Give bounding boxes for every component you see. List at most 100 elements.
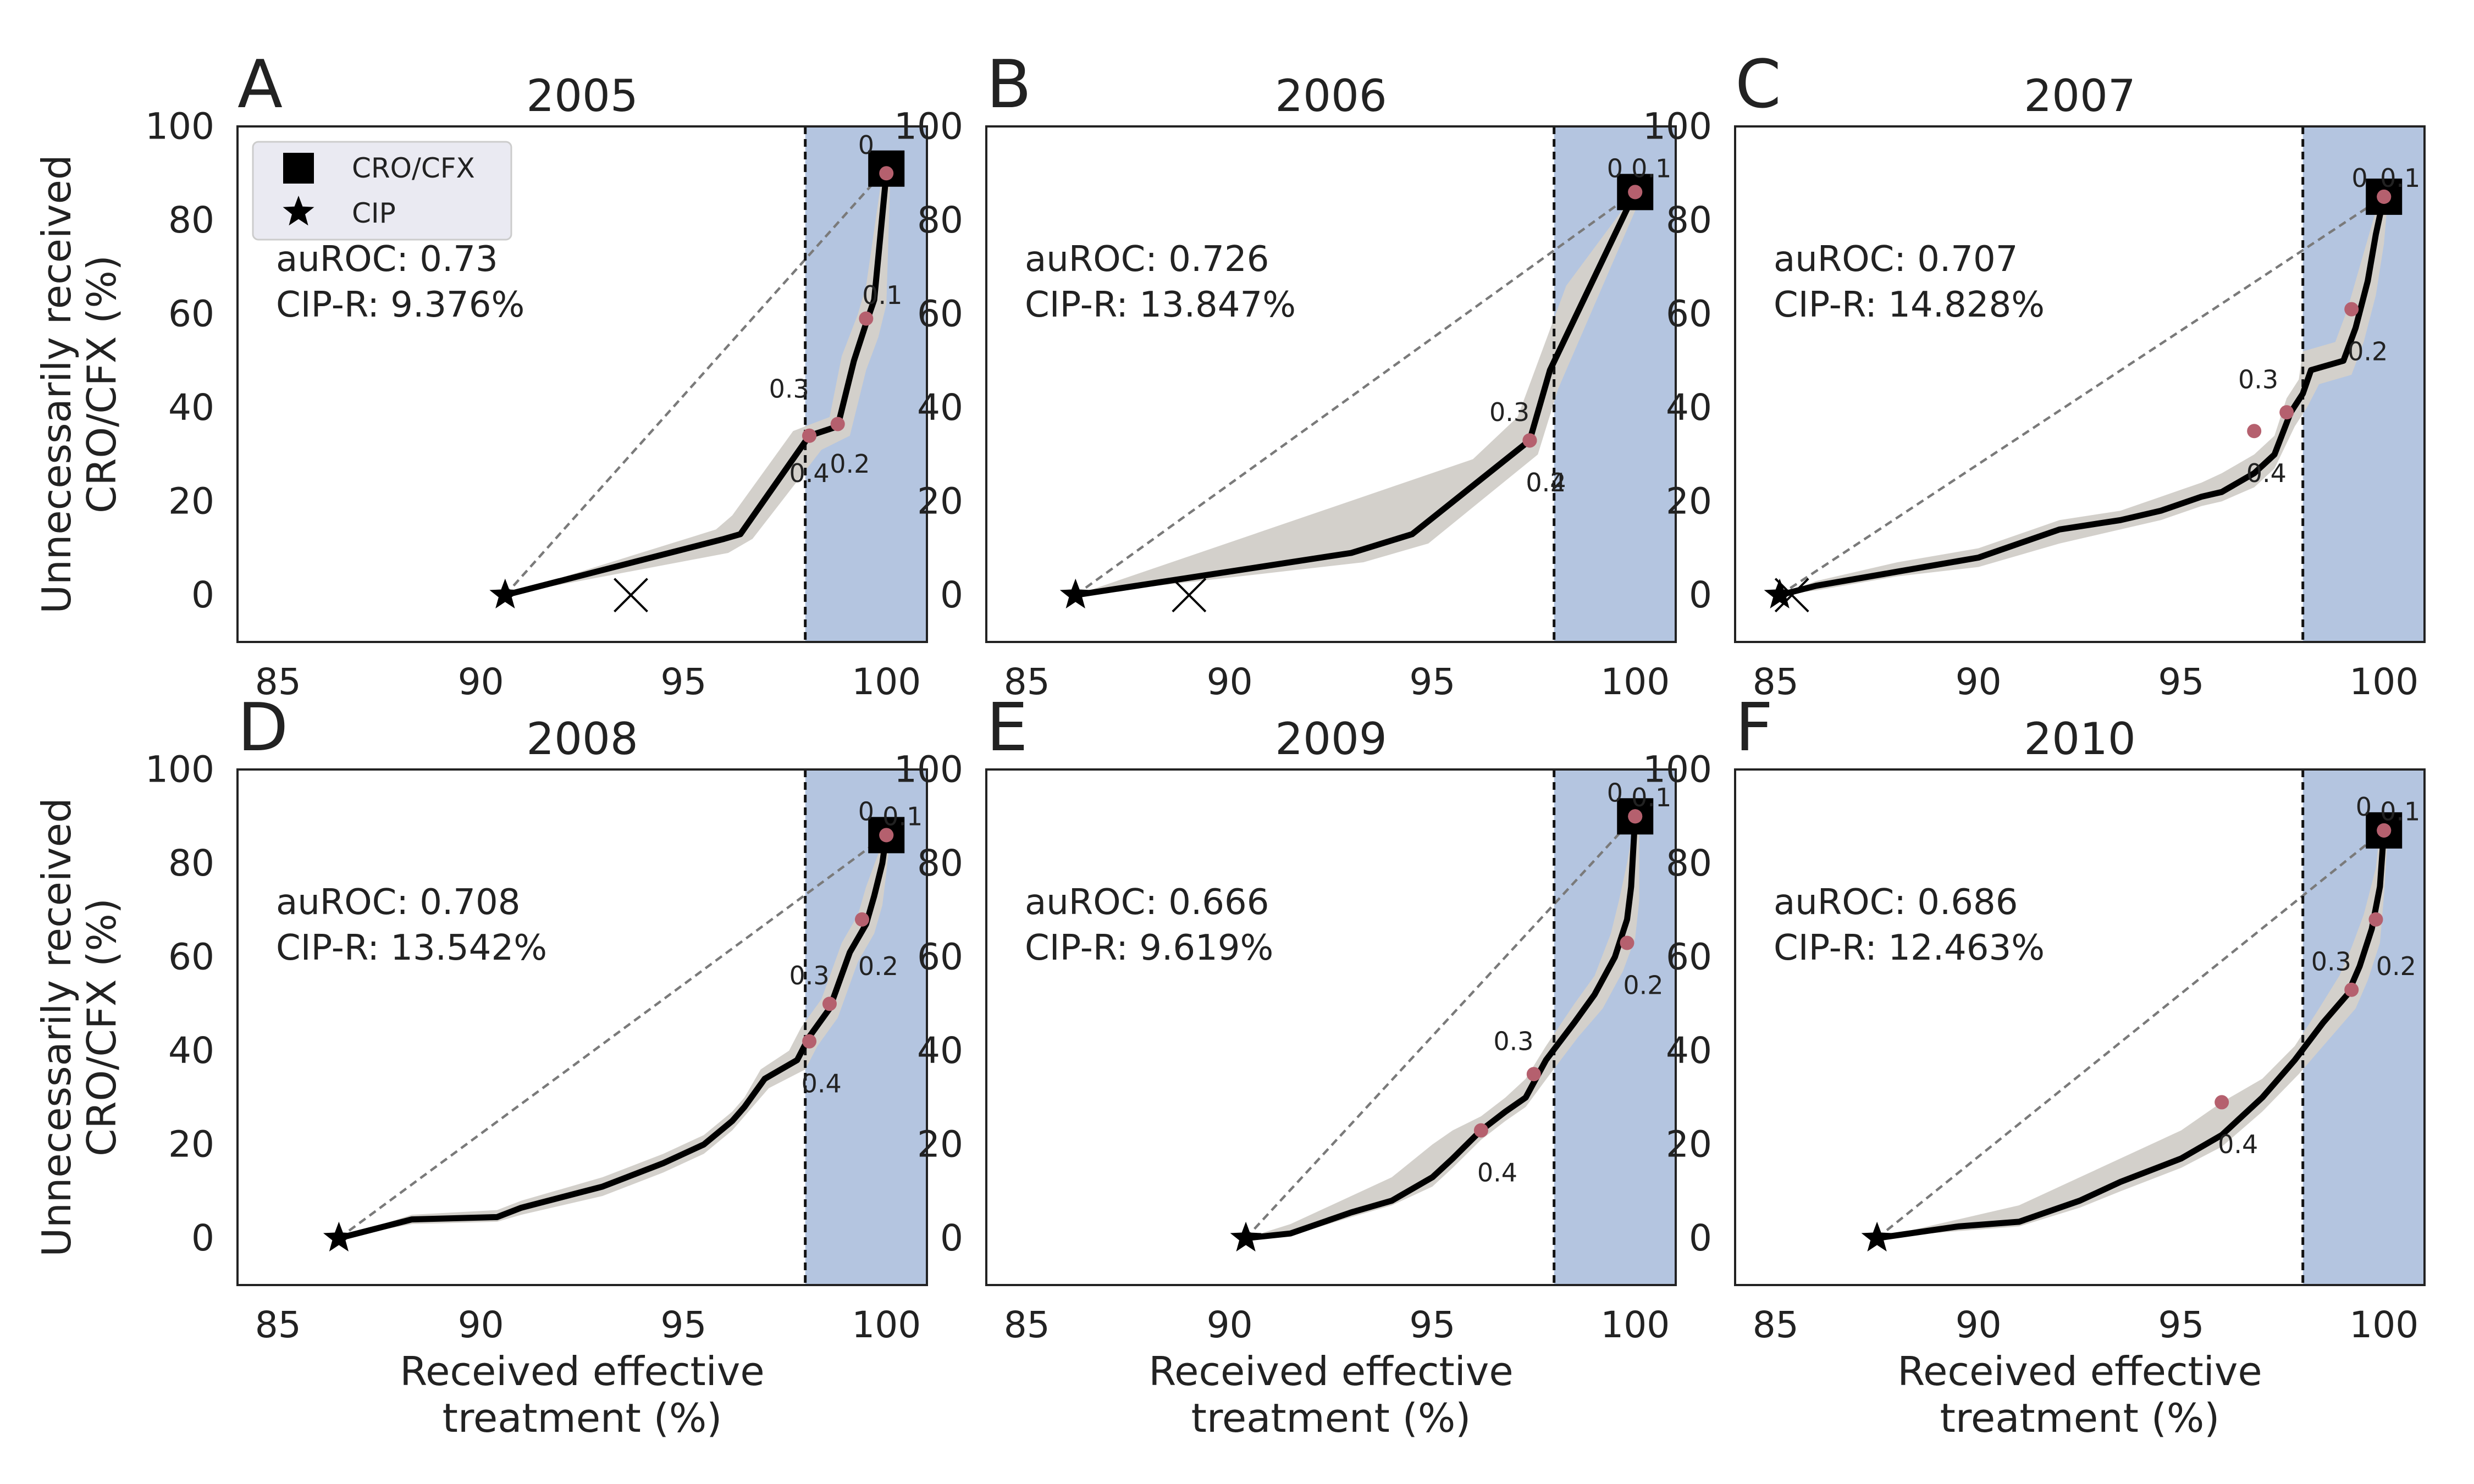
threshold-label: 0.4: [2246, 458, 2287, 488]
confidence-band: [1877, 830, 2388, 1238]
panel-letter: A: [238, 47, 283, 123]
roc-curve: [1242, 813, 1638, 1242]
x-tick-label: 90: [1207, 1304, 1253, 1346]
y-axis-label: CRO/CFX (%): [79, 255, 125, 513]
diagonal-line: [1074, 191, 1636, 596]
roc-curve: [1072, 189, 1638, 599]
y-tick-label: 40: [917, 386, 963, 429]
cip-r-text: CIP-R: 9.619%: [1025, 928, 1273, 968]
x-tick-label: 100: [1600, 661, 1670, 703]
x-tick-label: 100: [852, 661, 921, 703]
confidence-band: [1246, 816, 1639, 1238]
threshold-label: 0: [858, 797, 874, 827]
x-tick-label: 95: [2158, 661, 2204, 703]
legend-label: CIP: [352, 197, 396, 229]
y-axis-label: CRO/CFX (%): [79, 898, 125, 1156]
threshold-label: 0.4: [789, 458, 830, 488]
threshold-point: [2377, 189, 2392, 204]
panel-letter: B: [986, 47, 1031, 123]
y-tick-label: 0: [1689, 1217, 1712, 1259]
y-tick-label: 20: [168, 1123, 214, 1166]
y-tick-label: 60: [1666, 293, 1712, 335]
axes-frame: [985, 768, 1677, 1286]
legend-square-icon: [283, 153, 314, 184]
y-tick-label: 60: [917, 293, 963, 335]
y-tick-label: 100: [1643, 106, 1712, 148]
panel-letter: C: [1735, 47, 1781, 123]
roc-curve: [1776, 193, 2387, 599]
y-tick-label: 40: [168, 386, 214, 429]
y-tick-label: 80: [168, 199, 214, 241]
panel-title: 2008: [526, 713, 638, 765]
threshold-label: 0.4: [1477, 1158, 1517, 1187]
y-axis-label: Unnecessarily received: [34, 154, 80, 613]
threshold-label: 0.3: [769, 374, 809, 404]
y-tick-label: 100: [145, 106, 214, 148]
axes-frame: [236, 768, 928, 1286]
y-tick-label: 60: [917, 936, 963, 978]
x-tick-label: 85: [1753, 1304, 1799, 1346]
x-axis-label: treatment (%): [1191, 1395, 1471, 1441]
legend-label: CRO/CFX: [352, 152, 475, 184]
x-axis-label: Received effective: [400, 1348, 764, 1394]
panel-title: 2007: [2024, 70, 2136, 121]
diagonal-line: [1779, 196, 2385, 596]
threshold-point: [1526, 1067, 1541, 1082]
threshold-point: [802, 428, 817, 443]
threshold-label: 0.2: [830, 449, 870, 479]
axes-frame: [1734, 125, 2426, 643]
x-axis-label: treatment (%): [443, 1395, 722, 1441]
shaded-region: [805, 126, 927, 642]
panel-a: 0 0.1 0.2 0.3 0.4 85 90 95 100 0 20 40 60 80 100 2005 Aa…: [145, 47, 928, 703]
y-tick-label: 40: [1666, 386, 1712, 429]
x-tick-label: 100: [852, 1304, 921, 1346]
y-tick-label: 80: [168, 842, 214, 884]
threshold-label: 0.3: [2311, 947, 2351, 977]
threshold-point: [1628, 809, 1643, 824]
threshold-point: [802, 1034, 817, 1049]
y-tick-label: 100: [894, 749, 963, 791]
cross-marker: [614, 578, 648, 613]
threshold-point: [2344, 982, 2359, 997]
cip-r-text: CIP-R: 14.828%: [1774, 285, 2045, 325]
threshold-point: [2344, 302, 2359, 317]
x-tick-label: 100: [1600, 1304, 1670, 1346]
x-tick-label: 100: [2349, 1304, 2418, 1346]
threshold-label: 0.4: [802, 1068, 842, 1098]
x-axis-label: Received effective: [1897, 1348, 2262, 1394]
x-tick-label: 90: [458, 1304, 504, 1346]
x-tick-label: 90: [1956, 661, 2002, 703]
cip-marker: [1861, 1221, 1893, 1252]
threshold-label: 0.2: [2348, 336, 2388, 366]
threshold-point: [1620, 935, 1634, 950]
axes-frame: [236, 125, 928, 643]
panel-title: 2009: [1275, 713, 1387, 765]
x-tick-label: 85: [255, 1304, 301, 1346]
threshold-point: [2247, 424, 2262, 439]
x-tick-label: 95: [1409, 1304, 1455, 1346]
threshold-point: [859, 311, 874, 326]
x-axis-label: treatment (%): [1940, 1395, 2220, 1441]
panel-title: 2010: [2024, 713, 2136, 765]
y-tick-label: 20: [168, 480, 214, 523]
panel-e: 0 0.1 0.2 0.3 0.4 85 90 95 100 0 20 40 60 80 100 2009 Ea…: [894, 690, 1677, 1346]
y-tick-label: 60: [168, 936, 214, 978]
y-tick-label: 80: [917, 842, 963, 884]
threshold-label: 0.3: [1493, 1027, 1533, 1056]
y-tick-label: 20: [1666, 480, 1712, 523]
x-tick-label: 85: [1004, 1304, 1050, 1346]
plot-area: [1874, 769, 2388, 1285]
threshold-label: 0: [1607, 154, 1623, 184]
panel-letter: F: [1735, 690, 1773, 766]
y-tick-label: 80: [917, 199, 963, 241]
cip-marker: [1059, 578, 1091, 608]
axes-frame: [985, 125, 1677, 643]
auroc-text: auROC: 0.666: [1025, 882, 1269, 923]
threshold-point: [1522, 433, 1537, 448]
y-axis-label: Unnecessarily received: [34, 798, 80, 1256]
threshold-point: [1473, 1123, 1488, 1138]
threshold-point: [822, 996, 837, 1011]
threshold-label: 0.1: [2380, 797, 2420, 827]
